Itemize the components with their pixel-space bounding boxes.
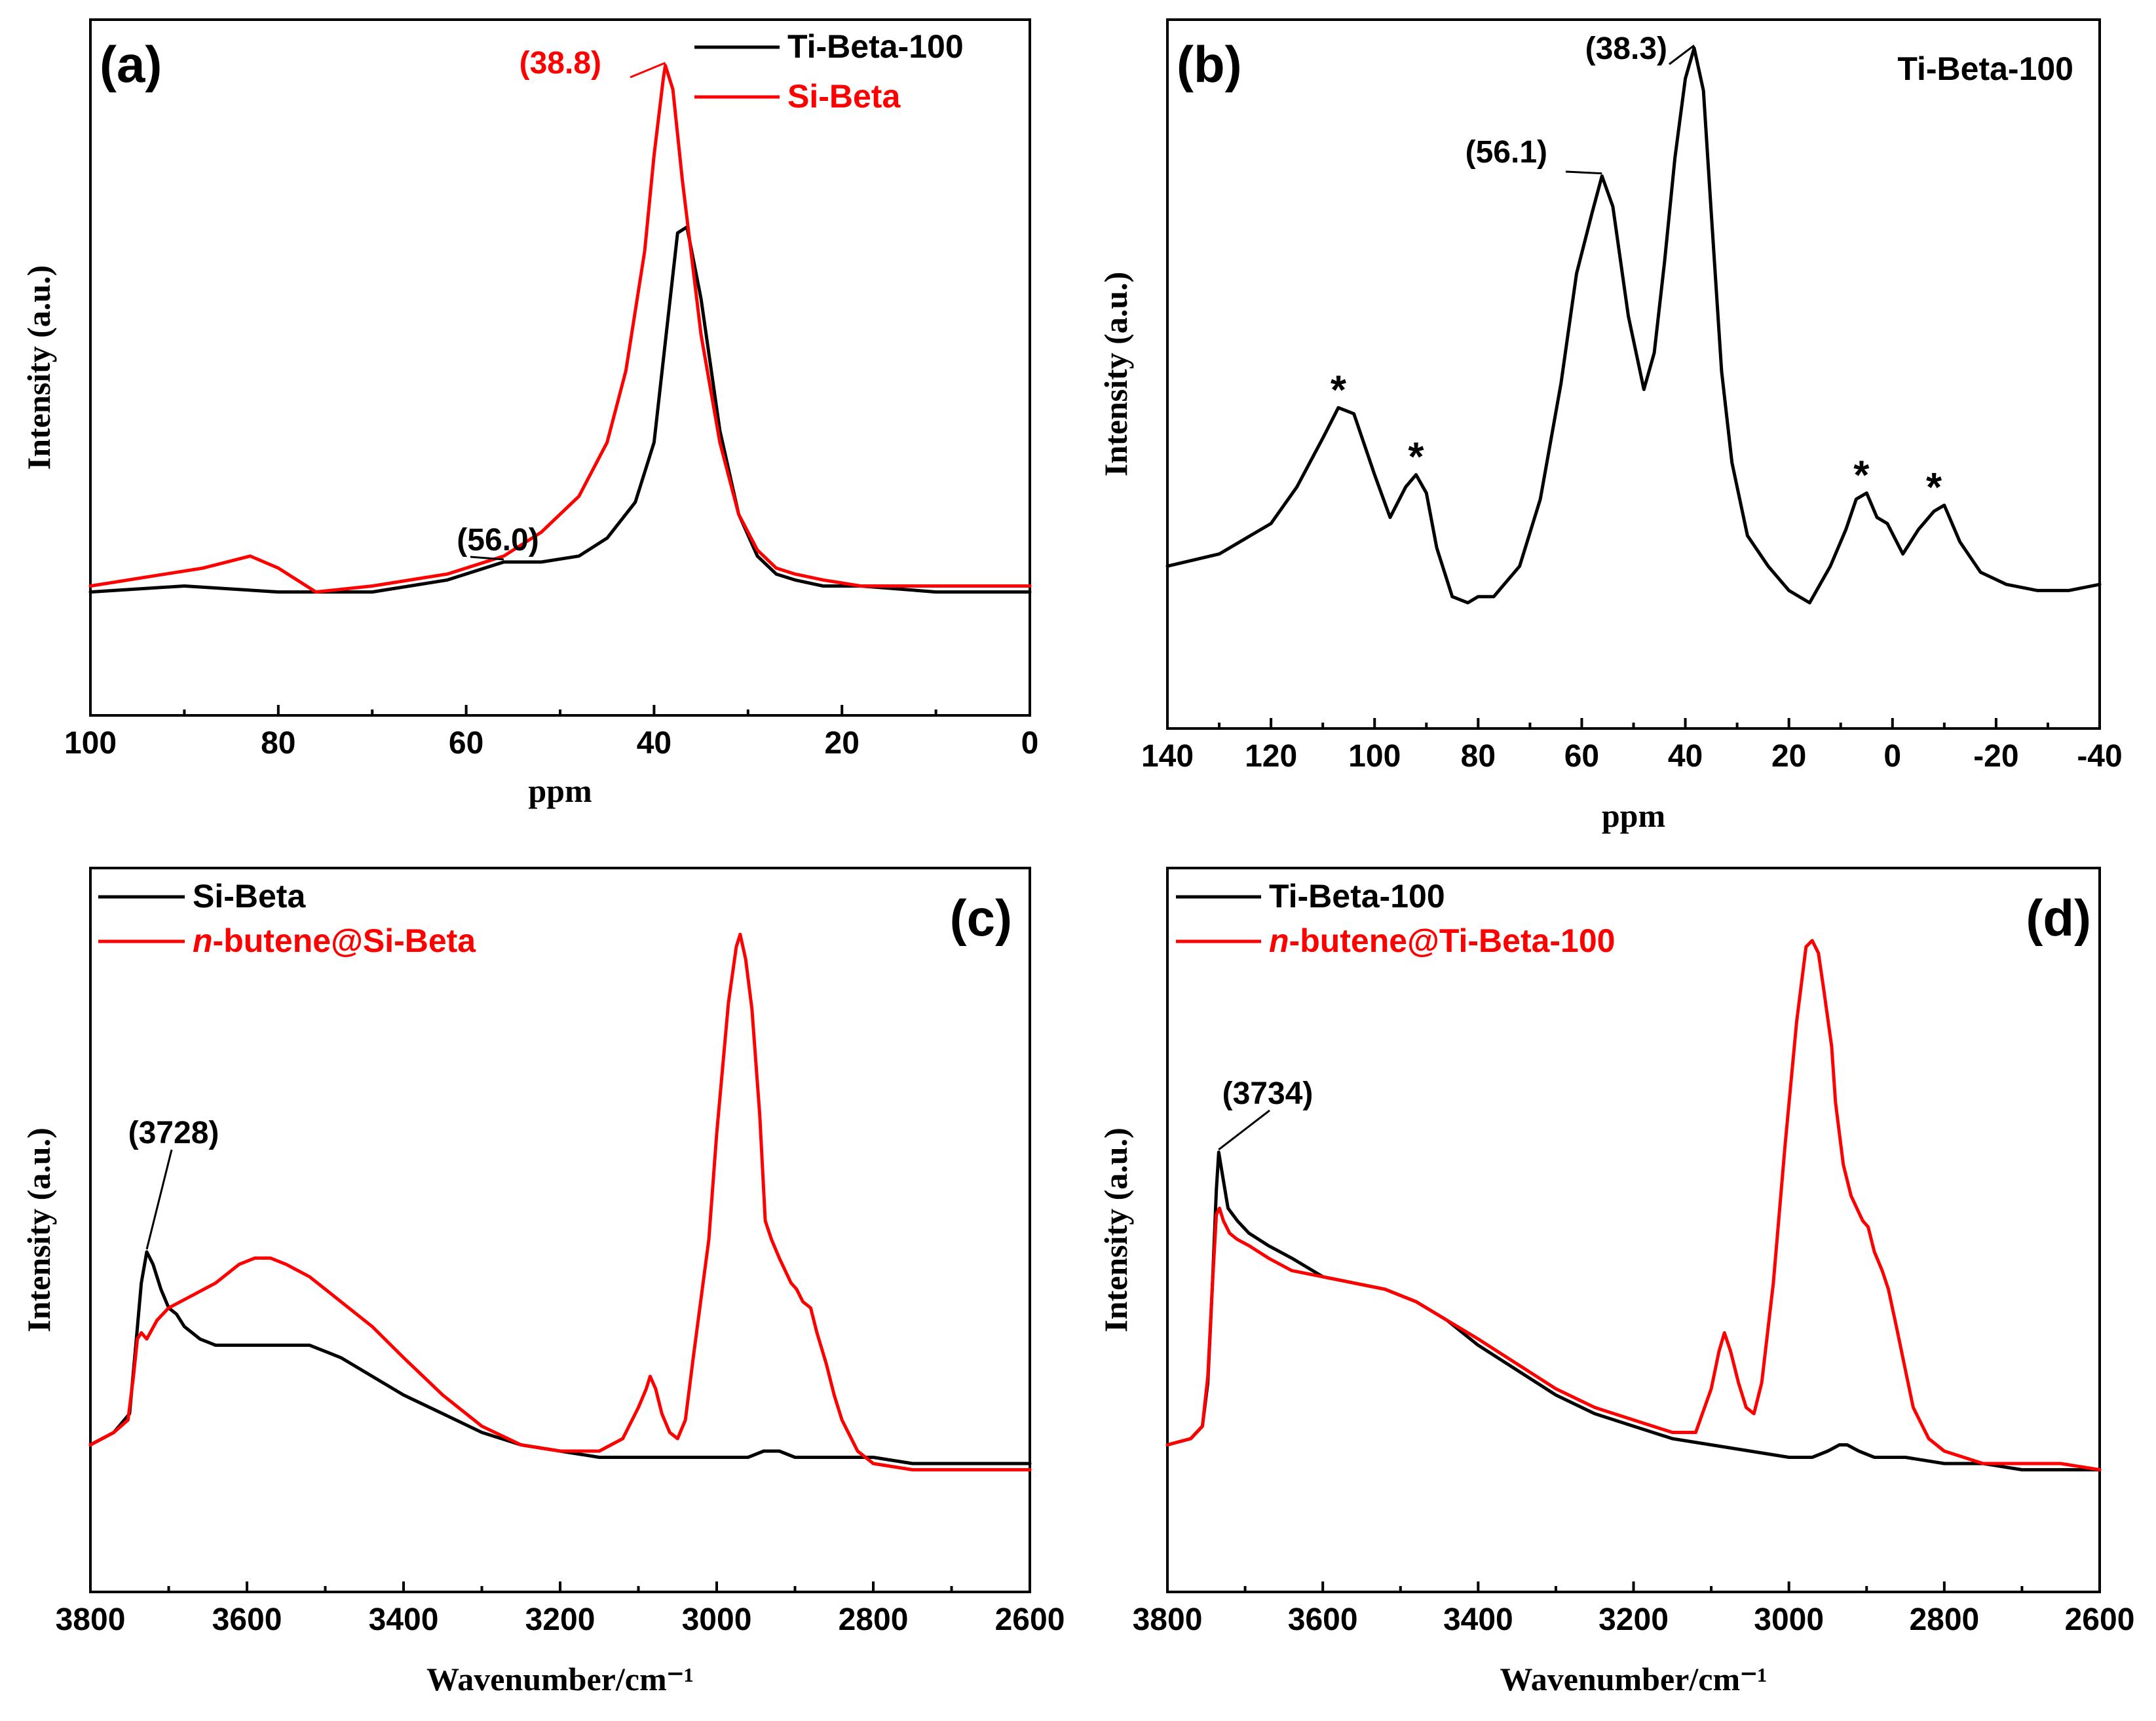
- plot-frame: [1166, 867, 2101, 1593]
- x-tick-label: 3000: [1754, 1602, 1824, 1637]
- panel-label: (b): [1177, 35, 1242, 93]
- sideband-star-marker: *: [1853, 453, 1870, 499]
- plot-frame: [89, 18, 1031, 717]
- legend-label-rest: -butene@Ti-Beta-100: [1289, 922, 1616, 959]
- series-line-n-butene-si-beta: [88, 932, 1032, 1471]
- x-tick-label: 40: [1668, 739, 1703, 774]
- x-tick-label: 0: [1883, 739, 1901, 774]
- series-line-si-beta: [88, 1250, 1032, 1466]
- panel-a: 100 80 60 40 20 0 ppm Intensity (a.u.) (a) Ti-Bet…: [20, 18, 1039, 809]
- x-tick-label: 20: [1771, 739, 1806, 774]
- y-axis-title: Intensity (a.u.): [20, 1127, 57, 1333]
- x-tick-label: 3800: [1133, 1602, 1203, 1637]
- x-tick-label: 3600: [1288, 1602, 1358, 1637]
- legend-label: Ti-Beta-100: [787, 28, 964, 65]
- annotation-leader: [145, 1149, 173, 1250]
- series-line-si-beta: [88, 64, 1032, 594]
- x-axis-title: Wavenumber/cm⁻¹: [426, 1661, 694, 1697]
- panel-label: (a): [100, 35, 162, 93]
- legend-label: n-butene@Ti-Beta-100: [1269, 922, 1615, 959]
- panel-label: (d): [2026, 889, 2091, 947]
- peak-annotation: (3728): [128, 1116, 219, 1150]
- y-axis-title: Intensity (a.u.): [20, 265, 57, 470]
- x-tick-label: 40: [637, 726, 671, 761]
- x-axis-title: Wavenumber/cm⁻¹: [1500, 1661, 1767, 1697]
- x-axis-title: ppm: [528, 772, 592, 809]
- legend-label-italic: n: [1269, 922, 1289, 959]
- x-tick-label: 3400: [1443, 1602, 1513, 1637]
- legend-label: Ti-Beta-100: [1269, 878, 1445, 915]
- x-tick-label: 60: [1564, 739, 1599, 774]
- series-line-ti-beta-100: [88, 225, 1032, 594]
- x-tick-label: 2600: [2065, 1602, 2135, 1637]
- series-line-n-butene-ti-beta-100: [1165, 939, 2102, 1471]
- legend-label-rest: -butene@Si-Beta: [213, 922, 477, 959]
- legend-label: Si-Beta: [193, 878, 306, 915]
- x-tick-label: 20: [825, 726, 860, 761]
- annotation-leader: [1669, 45, 1695, 66]
- x-tick-label: 2800: [1909, 1602, 1979, 1637]
- x-tick-label: 60: [449, 726, 483, 761]
- x-tick-label: 120: [1245, 739, 1297, 774]
- y-axis-title: Intensity (a.u.): [1097, 272, 1134, 477]
- x-tick-label: -40: [2077, 739, 2122, 774]
- series-line-ti-beta-100: [1165, 46, 2102, 605]
- peak-annotation: (38.8): [520, 46, 601, 81]
- panel-d: 3800 3600 3400 3200 3000 2800 2600 Wavenumber/c…: [1097, 867, 2135, 1697]
- x-tick-label: 80: [261, 726, 295, 761]
- x-tick-label: 0: [1021, 726, 1039, 761]
- annotation-leader: [470, 556, 504, 561]
- annotation-leader: [630, 62, 666, 79]
- peak-annotation: (56.0): [457, 523, 539, 558]
- peak-annotation: (56.1): [1466, 135, 1547, 170]
- legend-label: n-butene@Si-Beta: [193, 922, 476, 959]
- y-axis-title: Intensity (a.u.): [1097, 1127, 1134, 1333]
- x-tick-label: 3200: [525, 1602, 596, 1637]
- x-tick-label: 80: [1461, 739, 1496, 774]
- sideband-star-marker: *: [1926, 465, 1942, 510]
- x-tick-label: 100: [64, 726, 117, 761]
- panel-b: 140 120 100 80 60 40 20 0 -20 -40 ppm Intensity (a.…: [1097, 18, 2123, 834]
- x-tick-label: 3600: [212, 1602, 282, 1637]
- panel-c: 3800 3600 3400 3200 3000 2800 2600 Wavenumber/c…: [20, 867, 1065, 1697]
- x-tick-label: 2600: [995, 1602, 1065, 1637]
- x-tick-label: 3800: [56, 1602, 126, 1637]
- peak-annotation: (38.3): [1585, 31, 1667, 66]
- plot-frame: [1166, 18, 2101, 730]
- plot-frame: [89, 867, 1031, 1593]
- x-tick-label: -20: [1973, 739, 2018, 774]
- x-axis-title: ppm: [1602, 797, 1665, 834]
- x-tick-label: 3400: [369, 1602, 439, 1637]
- annotation-leader: [1565, 170, 1602, 175]
- x-tick-label: 2800: [839, 1602, 909, 1637]
- x-tick-label: 140: [1141, 739, 1194, 774]
- series-line-ti-beta-100: [1165, 1150, 2102, 1471]
- x-tick-label: 3000: [682, 1602, 752, 1637]
- legend-label: Ti-Beta-100: [1897, 50, 2073, 87]
- panel-label: (c): [950, 889, 1012, 947]
- legend-label: Si-Beta: [787, 78, 901, 115]
- sideband-star-marker: *: [1331, 368, 1347, 413]
- x-tick-label: 100: [1348, 739, 1401, 774]
- annotation-leader: [1218, 1109, 1270, 1151]
- peak-annotation: (3734): [1222, 1076, 1314, 1111]
- legend-label-italic: n: [193, 922, 213, 959]
- sideband-star-marker: *: [1408, 435, 1424, 480]
- x-tick-label: 3200: [1598, 1602, 1669, 1637]
